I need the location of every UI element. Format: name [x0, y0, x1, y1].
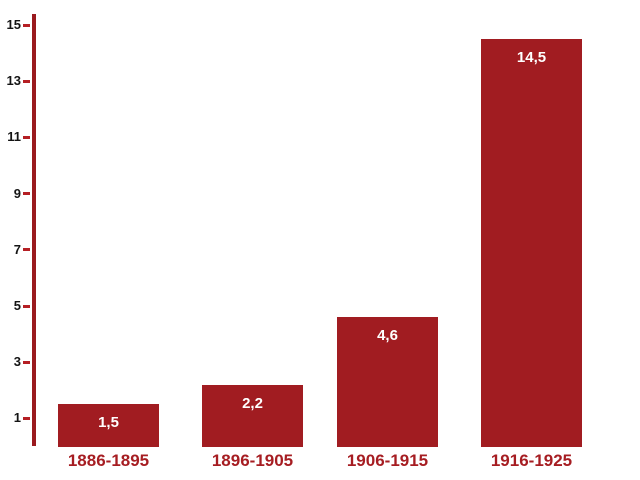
y-tick-mark [23, 192, 30, 196]
y-tick-mark [23, 304, 30, 308]
y-tick-label: 13 [6, 73, 21, 89]
y-tick-mark [23, 135, 30, 139]
y-tick-mark [23, 23, 30, 27]
y-tick-label: 5 [13, 298, 21, 313]
bar-value-label: 1,5 [98, 414, 119, 432]
category-label: 1906-1915 [346, 451, 429, 470]
bar-1916-1925: 14,5 [481, 39, 582, 447]
category-label: 1886-1895 [67, 451, 150, 470]
y-tick-mark [23, 360, 30, 364]
y-tick-label: 15 [6, 17, 21, 32]
y-tick-label: 11 [7, 129, 21, 145]
bar-1906-1915: 4,6 [337, 317, 438, 447]
y-tick-label: 3 [13, 354, 21, 370]
y-tick-mark [23, 79, 30, 83]
bar-value-label: 2,2 [242, 394, 263, 412]
y-axis-line [32, 14, 36, 446]
bar-1896-1905: 2,2 [202, 384, 303, 447]
bar-1886-1895: 1,5 [58, 404, 159, 447]
category-label: 1916-1925 [490, 451, 573, 470]
y-tick-label: 1 [13, 410, 21, 426]
bar-value-label: 4,6 [377, 327, 398, 345]
category-label: 1896-1905 [211, 451, 294, 470]
y-tick-mark [23, 416, 30, 420]
bar-value-label: 14,5 [516, 49, 547, 67]
y-tick-label: 9 [13, 185, 21, 201]
y-tick-mark [23, 248, 30, 252]
y-tick-label: 7 [13, 241, 21, 257]
